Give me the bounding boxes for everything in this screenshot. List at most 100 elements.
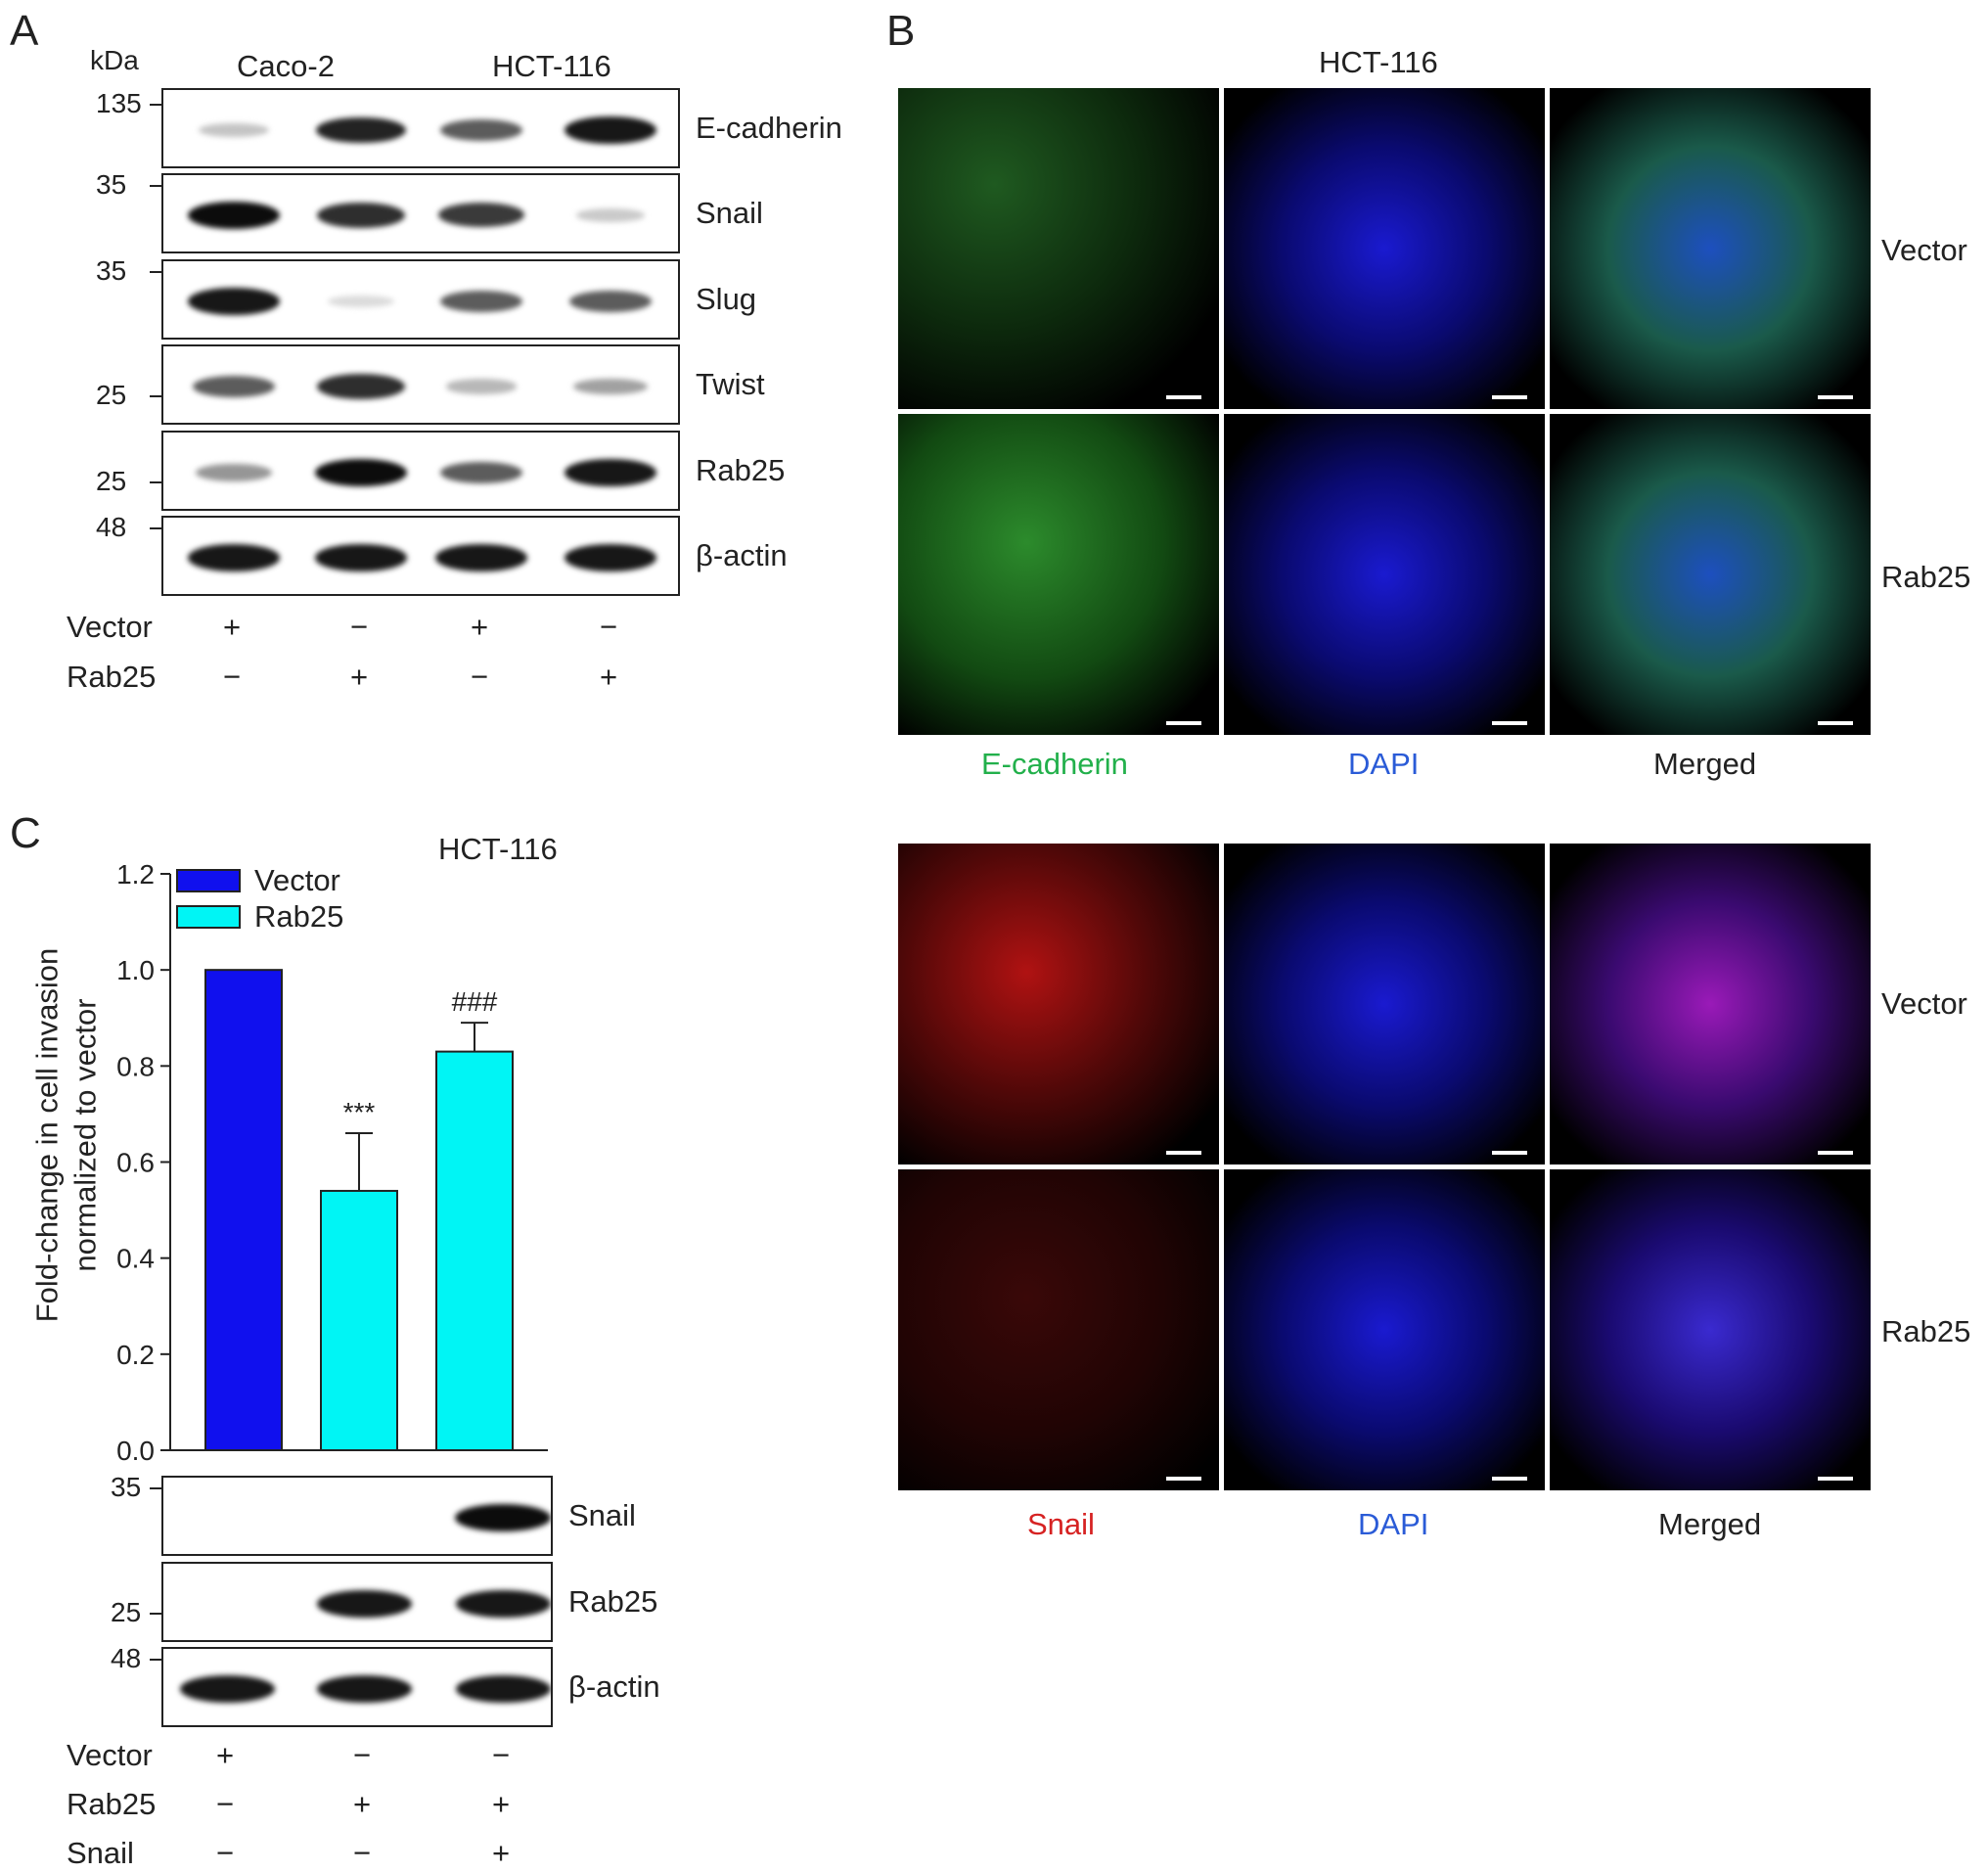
condition-sign: − [216,1787,235,1821]
condition-sign: − [353,1738,372,1772]
mw-tick-actin [150,527,161,529]
mw-marker-slug: 35 [96,255,127,286]
condition-sign: − [600,610,618,644]
blot-label-e-cadherin: E-cadherin [696,111,842,145]
mw-marker-rab25: 25 [111,1597,142,1627]
band-lane-1 [179,1675,275,1703]
blot-e-cadherin [161,88,680,168]
band-lane-3 [445,379,518,394]
condition-label-vector: Vector [67,610,153,644]
band-lane-3 [437,203,525,228]
band-lane-3 [455,1590,551,1618]
micro-row4-merged [1550,1169,1871,1490]
panel-c-letter: C [10,809,41,857]
cell-line-hct116: HCT-116 [492,49,611,83]
mw-marker-actin: 48 [96,512,127,542]
band-lane-4 [573,378,648,395]
scale-bar [1818,1477,1853,1481]
band-lane-1 [188,288,280,315]
micro-row4-ecadherin [898,1169,1219,1490]
band-lane-2 [315,544,407,571]
blot-label-snail: Snail [568,1498,636,1532]
band-lane-2 [316,116,406,144]
blot-label-rab25: Rab25 [696,453,786,487]
cell-line-caco2: Caco-2 [237,49,335,83]
scale-bar [1166,721,1201,725]
mw-tick-snail [150,1487,161,1489]
blot-actin [161,516,680,596]
scale-bar [1492,721,1527,725]
condition-sign: + [350,660,369,694]
band-lane-4 [568,290,653,313]
micro-row3-ecadherin [898,844,1219,1164]
blot-label-rab25: Rab25 [568,1584,658,1619]
col-label-dapi-2: DAPI [1358,1507,1429,1541]
mw-marker-actin: 48 [111,1643,142,1673]
blot-slug [161,259,680,340]
panel-b-letter: B [886,7,916,55]
col-label-dapi-1: DAPI [1348,747,1420,781]
blot-actin [161,1647,553,1727]
scale-bar [1166,1477,1201,1481]
mw-tick-rab25 [150,1613,161,1615]
blot-label-slug: Slug [696,282,757,316]
condition-label-vector: Vector [67,1738,153,1772]
band-lane-2 [316,1590,412,1618]
y-axis-label-line1: Fold-change in cell invasion [29,947,65,1323]
band-lane-3 [454,1503,551,1532]
micro-row3-dapi [1224,844,1545,1164]
mw-marker-twist: 25 [96,380,127,410]
band-lane-1 [188,544,280,571]
blot-rab25 [161,431,680,511]
condition-sign: − [492,1738,511,1772]
condition-sign: + [223,610,242,644]
col-label-merged-2: Merged [1658,1507,1762,1541]
mw-marker-snail: 35 [96,169,127,200]
y-tick-label: 1.0 [116,955,155,985]
panel-b-title: HCT-116 [1319,45,1438,79]
condition-label-rab25: Rab25 [67,660,157,694]
significance-mark: *** [343,1097,376,1127]
band-lane-2 [316,203,406,228]
row-label-rab25-1: Rab25 [1881,560,1971,594]
band-lane-2 [316,1675,412,1703]
blot-twist [161,344,680,425]
blot-snail [161,1476,553,1556]
scale-bar [1818,1151,1853,1155]
y-tick-label: 0.0 [116,1436,155,1466]
y-tick-label: 0.4 [116,1244,155,1274]
band-lane-4 [565,459,656,486]
mw-tick-actin [150,1659,161,1661]
band-lane-3 [439,461,523,484]
micro-row1-merged [1550,88,1871,409]
micro-row2-ecadherin [898,414,1219,735]
y-axis-label-line2: normalized to vector [68,998,102,1272]
blot-rab25 [161,1562,553,1642]
band-lane-3 [439,290,523,313]
bar-vector-1 [204,969,283,1452]
legend-swatch-vector [176,869,241,892]
condition-sign: + [216,1738,235,1772]
row-label-rab25-2: Rab25 [1881,1314,1971,1348]
y-tick-label: 1.2 [116,859,155,890]
band-lane-3 [439,118,523,142]
band-lane-3 [455,1675,551,1703]
condition-sign: − [353,1836,372,1870]
micro-row3-merged [1550,844,1871,1164]
blot-label-snail: Snail [696,196,763,230]
y-tick-label: 0.6 [116,1148,155,1178]
bar-rab25-2 [320,1189,398,1451]
legend-label-rab25: Rab25 [254,899,344,934]
row-label-vector-1: Vector [1881,233,1967,267]
y-tick-label: 0.8 [116,1051,155,1081]
mw-marker-e-cadherin: 135 [96,88,142,118]
band-lane-3 [435,544,527,571]
col-label-merged-1: Merged [1653,747,1757,781]
bar-rab25-3 [435,1050,514,1451]
scale-bar [1492,395,1527,399]
band-lane-2 [314,458,408,487]
mw-tick-slug [150,271,161,273]
blot-snail [161,173,680,253]
scale-bar [1818,721,1853,725]
panel-c-title: HCT-116 [438,832,558,866]
